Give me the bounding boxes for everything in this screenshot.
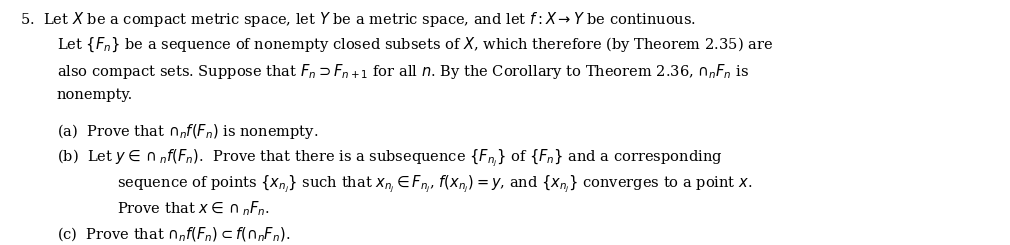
Text: (c)  Prove that $\cap_n f(F_n) \subset f(\cap_n F_n)$.: (c) Prove that $\cap_n f(F_n) \subset f(… (57, 225, 290, 244)
Text: nonempty.: nonempty. (57, 87, 133, 102)
Text: Let $\{F_n\}$ be a sequence of nonempty closed subsets of $X$, which therefore (: Let $\{F_n\}$ be a sequence of nonempty … (57, 36, 773, 54)
Text: Prove that $x \in \cap_n F_n$.: Prove that $x \in \cap_n F_n$. (117, 199, 270, 218)
Text: (b)  Let $y \in \cap_n f(F_n)$.  Prove that there is a subsequence $\{F_{n_j}\}$: (b) Let $y \in \cap_n f(F_n)$. Prove tha… (57, 148, 722, 169)
Text: sequence of points $\{x_{n_j}\}$ such that $x_{n_j} \in F_{n_j}$, $f(x_{n_j}) = : sequence of points $\{x_{n_j}\}$ such th… (117, 174, 752, 195)
Text: also compact sets. Suppose that $F_n \supset F_{n+1}$ for all $n$. By the Coroll: also compact sets. Suppose that $F_n \su… (57, 62, 748, 81)
Text: (a)  Prove that $\cap_n f(F_n)$ is nonempty.: (a) Prove that $\cap_n f(F_n)$ is nonemp… (57, 122, 318, 141)
Text: 5.  Let $X$ be a compact metric space, let $Y$ be a metric space, and let $f: X : 5. Let $X$ be a compact metric space, le… (19, 10, 696, 29)
